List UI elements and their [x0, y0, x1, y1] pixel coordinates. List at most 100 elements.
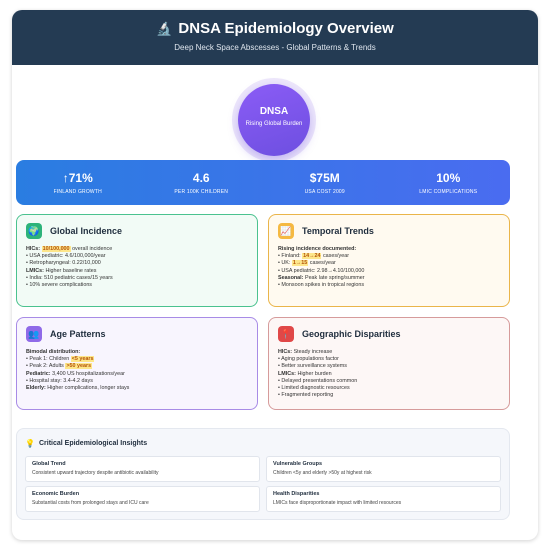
pediatric-row: Pediatric: 3,400 US hospitalizations/yea… [26, 371, 248, 378]
delayed-line: • Delayed presentations common [278, 377, 358, 384]
hero-title: DNSA [259, 106, 289, 117]
insight-vulnerable-groups: Vulnerable Groups Children <5y and elder… [266, 456, 501, 482]
stat-label: FINLAND GROWTH [53, 188, 102, 195]
peak2-value: >50 years [65, 363, 93, 370]
stat-lmic-complications: 10% LMIC COMPLICATIONS [387, 171, 511, 195]
page-subtitle: Deep Neck Space Abscesses - Global Patte… [174, 43, 376, 52]
insight-economic-burden: Economic Burden Substantial costs from p… [25, 486, 260, 512]
hics-row: HICs: 10/100,000 overall incidence [26, 246, 248, 253]
rising-heading: Rising incidence documented: [278, 246, 500, 253]
card-body: HICs: Steady increase • Aging population… [278, 349, 500, 399]
hics-rest: overall incidence [72, 246, 113, 252]
insight-text: LMICs face disproportionate impact with … [273, 500, 402, 506]
insights-grid: Global Trend Consistent upward trajector… [25, 456, 501, 512]
card-body: Rising incidence documented: • Finland: … [278, 246, 500, 289]
page-title: DNSA Epidemiology Overview [178, 20, 394, 37]
hospital-stay-line: • Hospital stay: 3.4-4.2 days [26, 377, 93, 384]
card-geographic-disparities: 📍 Geographic Disparities HICs: Steady in… [268, 317, 510, 410]
complications-line: • 10% severe complications [26, 282, 93, 289]
hero-circle: DNSA Rising Global Burden [238, 84, 310, 156]
usa-pediatric-trend-line: • USA pediatric: 2.98→4.10/100,000 [278, 267, 365, 274]
card-header: 📈 Temporal Trends [278, 222, 500, 240]
retropharyngeal-line: • Retropharyngeal: 0.22/10,000 [26, 260, 101, 267]
pediatric-rest: 3,400 US hospitalizations/year [52, 370, 125, 377]
uk-post: cases/year [309, 260, 336, 267]
lmics-rest: Higher baseline rates [45, 267, 97, 274]
seasonal-rest: Peak late spring/summer [304, 274, 365, 281]
stat-per-100k-children: 4.6 PER 100K CHILDREN [140, 171, 264, 195]
header: 🔬 DNSA Epidemiology Overview Deep Neck S… [12, 10, 538, 65]
insights-title: Critical Epidemiological Insights [38, 439, 148, 447]
hero-subtitle: Rising Global Burden [245, 121, 303, 127]
pin-icon: 📍 [278, 326, 294, 342]
stat-label: PER 100K CHILDREN [174, 188, 229, 195]
elderly-rest: Higher complications, longer stays [47, 385, 130, 392]
reporting-line: • Fragmented reporting [278, 392, 334, 399]
card-header: 🌍 Global Incidence [26, 222, 248, 240]
stat-value: 4.6 [192, 170, 210, 185]
hics-value: 10/100,000 [41, 246, 71, 252]
peak1-value: <5 years [70, 356, 95, 363]
pediatric-label: Pediatric: [26, 370, 51, 377]
stat-finland-growth: ↑71% FINLAND GROWTH [16, 171, 140, 195]
card-global-incidence: 🌍 Global Incidence HICs: 10/100,000 over… [16, 214, 258, 307]
surveillance-line: • Better surveillance systems [278, 363, 347, 370]
people-icon: 👥 [26, 326, 42, 342]
usa-pediatric-line: • USA pediatric: 4.6/100,000/year [26, 253, 106, 260]
finland-pre: • Finland: [278, 253, 301, 260]
india-line: • India: 510 pediatric cases/15 years [26, 274, 113, 281]
card-body: Bimodal distribution: • Peak 1: Children… [26, 349, 248, 392]
card-header: 👥 Age Patterns [26, 325, 248, 343]
hero-section: DNSA Rising Global Burden [12, 65, 538, 170]
insight-global-trend: Global Trend Consistent upward trajector… [25, 456, 260, 482]
geo-lmics-label: LMICs: [278, 370, 296, 377]
aging-line: • Aging populations factor [278, 356, 339, 363]
uk-pre: • UK: [278, 260, 291, 267]
card-temporal-trends: 📈 Temporal Trends Rising incidence docum… [268, 214, 510, 307]
card-title: Global Incidence [50, 226, 123, 236]
card-header: 📍 Geographic Disparities [278, 325, 500, 343]
uk-row: • UK: 1→15 cases/year [278, 260, 500, 267]
insight-title: Health Disparities [273, 491, 320, 497]
card-title: Age Patterns [50, 329, 106, 339]
insight-title: Economic Burden [32, 491, 80, 497]
card-title: Temporal Trends [302, 226, 374, 236]
insight-title: Global Trend [32, 461, 66, 467]
diagnostic-line: • Limited diagnostic resources [278, 385, 350, 392]
insight-text: Children <5y and elderly >50y at highest… [273, 470, 372, 476]
card-title: Geographic Disparities [302, 329, 401, 339]
stat-label: LMIC COMPLICATIONS [419, 188, 478, 195]
peak1-pre: • Peak 1: Children [26, 356, 70, 363]
stat-label: USA COST 2009 [304, 188, 345, 195]
insights-panel: 💡 Critical Epidemiological Insights Glob… [16, 428, 510, 520]
seasonal-row: Seasonal: Peak late spring/summer [278, 275, 500, 282]
lmics-label: LMICs: [26, 267, 44, 274]
geo-hics-rest: Steady increase [293, 349, 333, 355]
insight-title: Vulnerable Groups [273, 461, 323, 467]
geo-lmics-row: LMICs: Higher burden [278, 371, 500, 378]
hics-label: HICs: [26, 246, 41, 252]
elderly-label: Elderly: [26, 385, 46, 392]
stat-value: ↑71% [62, 170, 93, 185]
page-title-row: 🔬 DNSA Epidemiology Overview [12, 20, 538, 37]
elderly-row: Elderly: Higher complications, longer st… [26, 385, 248, 392]
card-age-patterns: 👥 Age Patterns Bimodal distribution: • P… [16, 317, 258, 410]
finland-value: 14→24 [302, 253, 322, 260]
insight-text: Substantial costs from prolonged stays a… [32, 500, 149, 506]
insights-header: 💡 Critical Epidemiological Insights [25, 436, 501, 450]
lmics-row: LMICs: Higher baseline rates [26, 268, 248, 275]
stat-value: $75M [309, 170, 340, 185]
geo-lmics-rest: Higher burden [297, 370, 332, 377]
finland-post: cases/year [322, 253, 350, 260]
bimodal-heading: Bimodal distribution: [26, 349, 248, 356]
card-body: HICs: 10/100,000 overall incidence • USA… [26, 246, 248, 289]
geo-hics-label: HICs: [278, 349, 293, 355]
geo-hics-row: HICs: Steady increase [278, 349, 500, 356]
globe-icon: 🌍 [26, 223, 42, 239]
stat-value: 10% [436, 170, 461, 185]
lightbulb-icon: 💡 [25, 438, 35, 448]
insight-text: Consistent upward trajectory despite ant… [32, 470, 159, 476]
rising-heading-text: Rising incidence documented: [278, 246, 357, 252]
monsoon-line: • Monsoon spikes in tropical regions [278, 282, 365, 289]
peak1-row: • Peak 1: Children <5 years [26, 356, 248, 363]
